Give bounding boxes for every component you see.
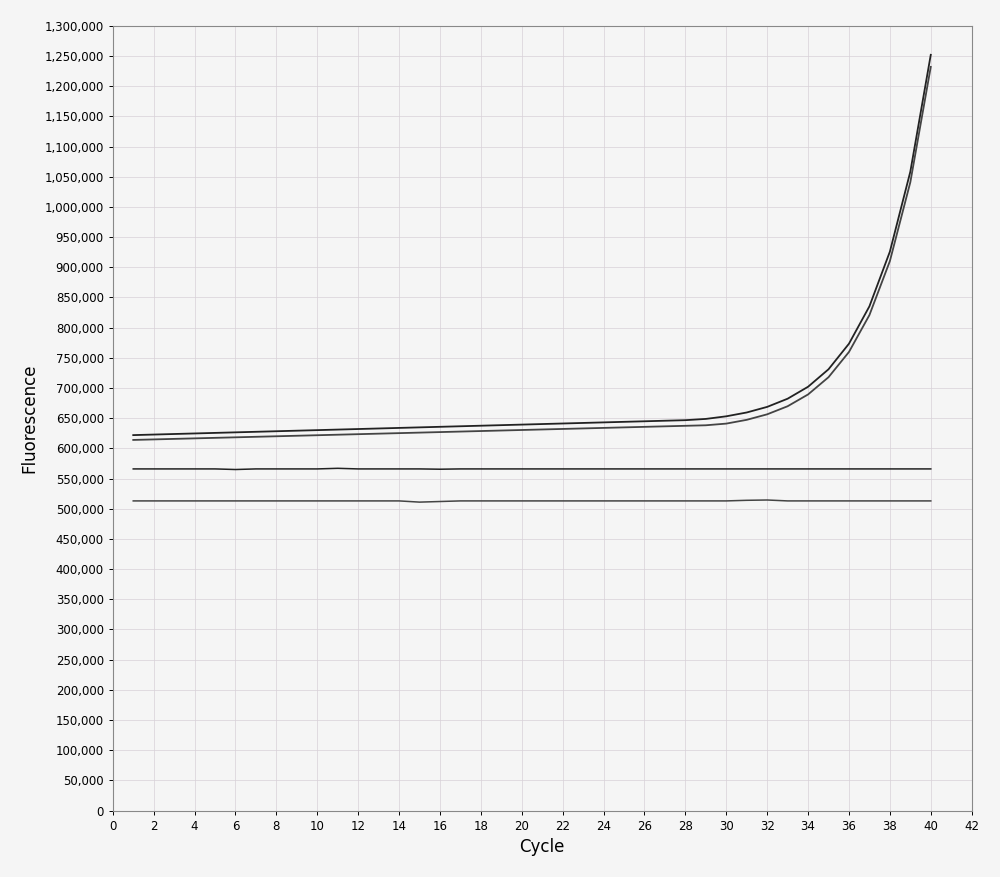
Y-axis label: Fluorescence: Fluorescence — [21, 363, 39, 473]
X-axis label: Cycle: Cycle — [520, 838, 565, 856]
